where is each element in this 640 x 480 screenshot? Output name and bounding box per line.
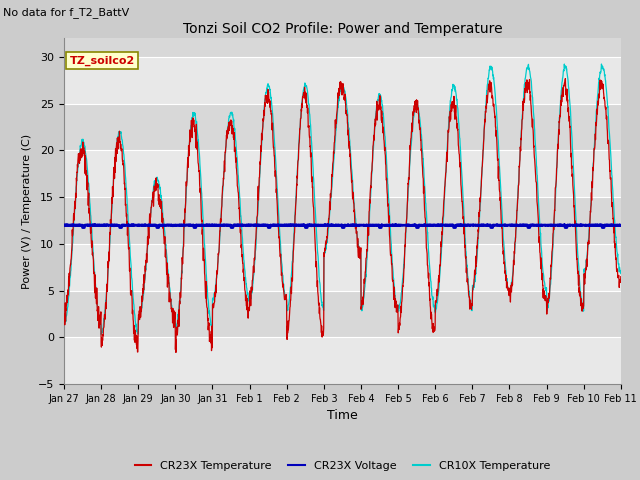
Bar xyxy=(64,104,621,151)
Bar xyxy=(64,197,621,244)
Bar xyxy=(64,337,621,384)
Text: No data for f_T2_BattV: No data for f_T2_BattV xyxy=(3,7,129,18)
Bar xyxy=(64,38,621,57)
Title: Tonzi Soil CO2 Profile: Power and Temperature: Tonzi Soil CO2 Profile: Power and Temper… xyxy=(182,22,502,36)
Bar xyxy=(64,57,621,104)
Bar xyxy=(64,290,621,337)
Bar xyxy=(64,151,621,197)
Y-axis label: Power (V) / Temperature (C): Power (V) / Temperature (C) xyxy=(22,133,33,289)
X-axis label: Time: Time xyxy=(327,409,358,422)
Legend: CR23X Temperature, CR23X Voltage, CR10X Temperature: CR23X Temperature, CR23X Voltage, CR10X … xyxy=(130,456,555,475)
Bar xyxy=(64,244,621,290)
Text: TZ_soilco2: TZ_soilco2 xyxy=(70,56,135,66)
